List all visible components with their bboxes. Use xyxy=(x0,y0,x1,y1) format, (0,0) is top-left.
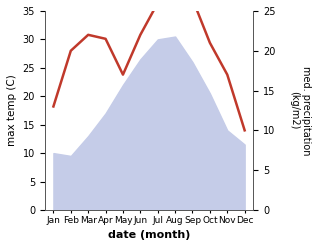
Y-axis label: med. precipitation
(kg/m2): med. precipitation (kg/m2) xyxy=(289,66,311,155)
Y-axis label: max temp (C): max temp (C) xyxy=(7,75,17,146)
X-axis label: date (month): date (month) xyxy=(108,230,190,240)
